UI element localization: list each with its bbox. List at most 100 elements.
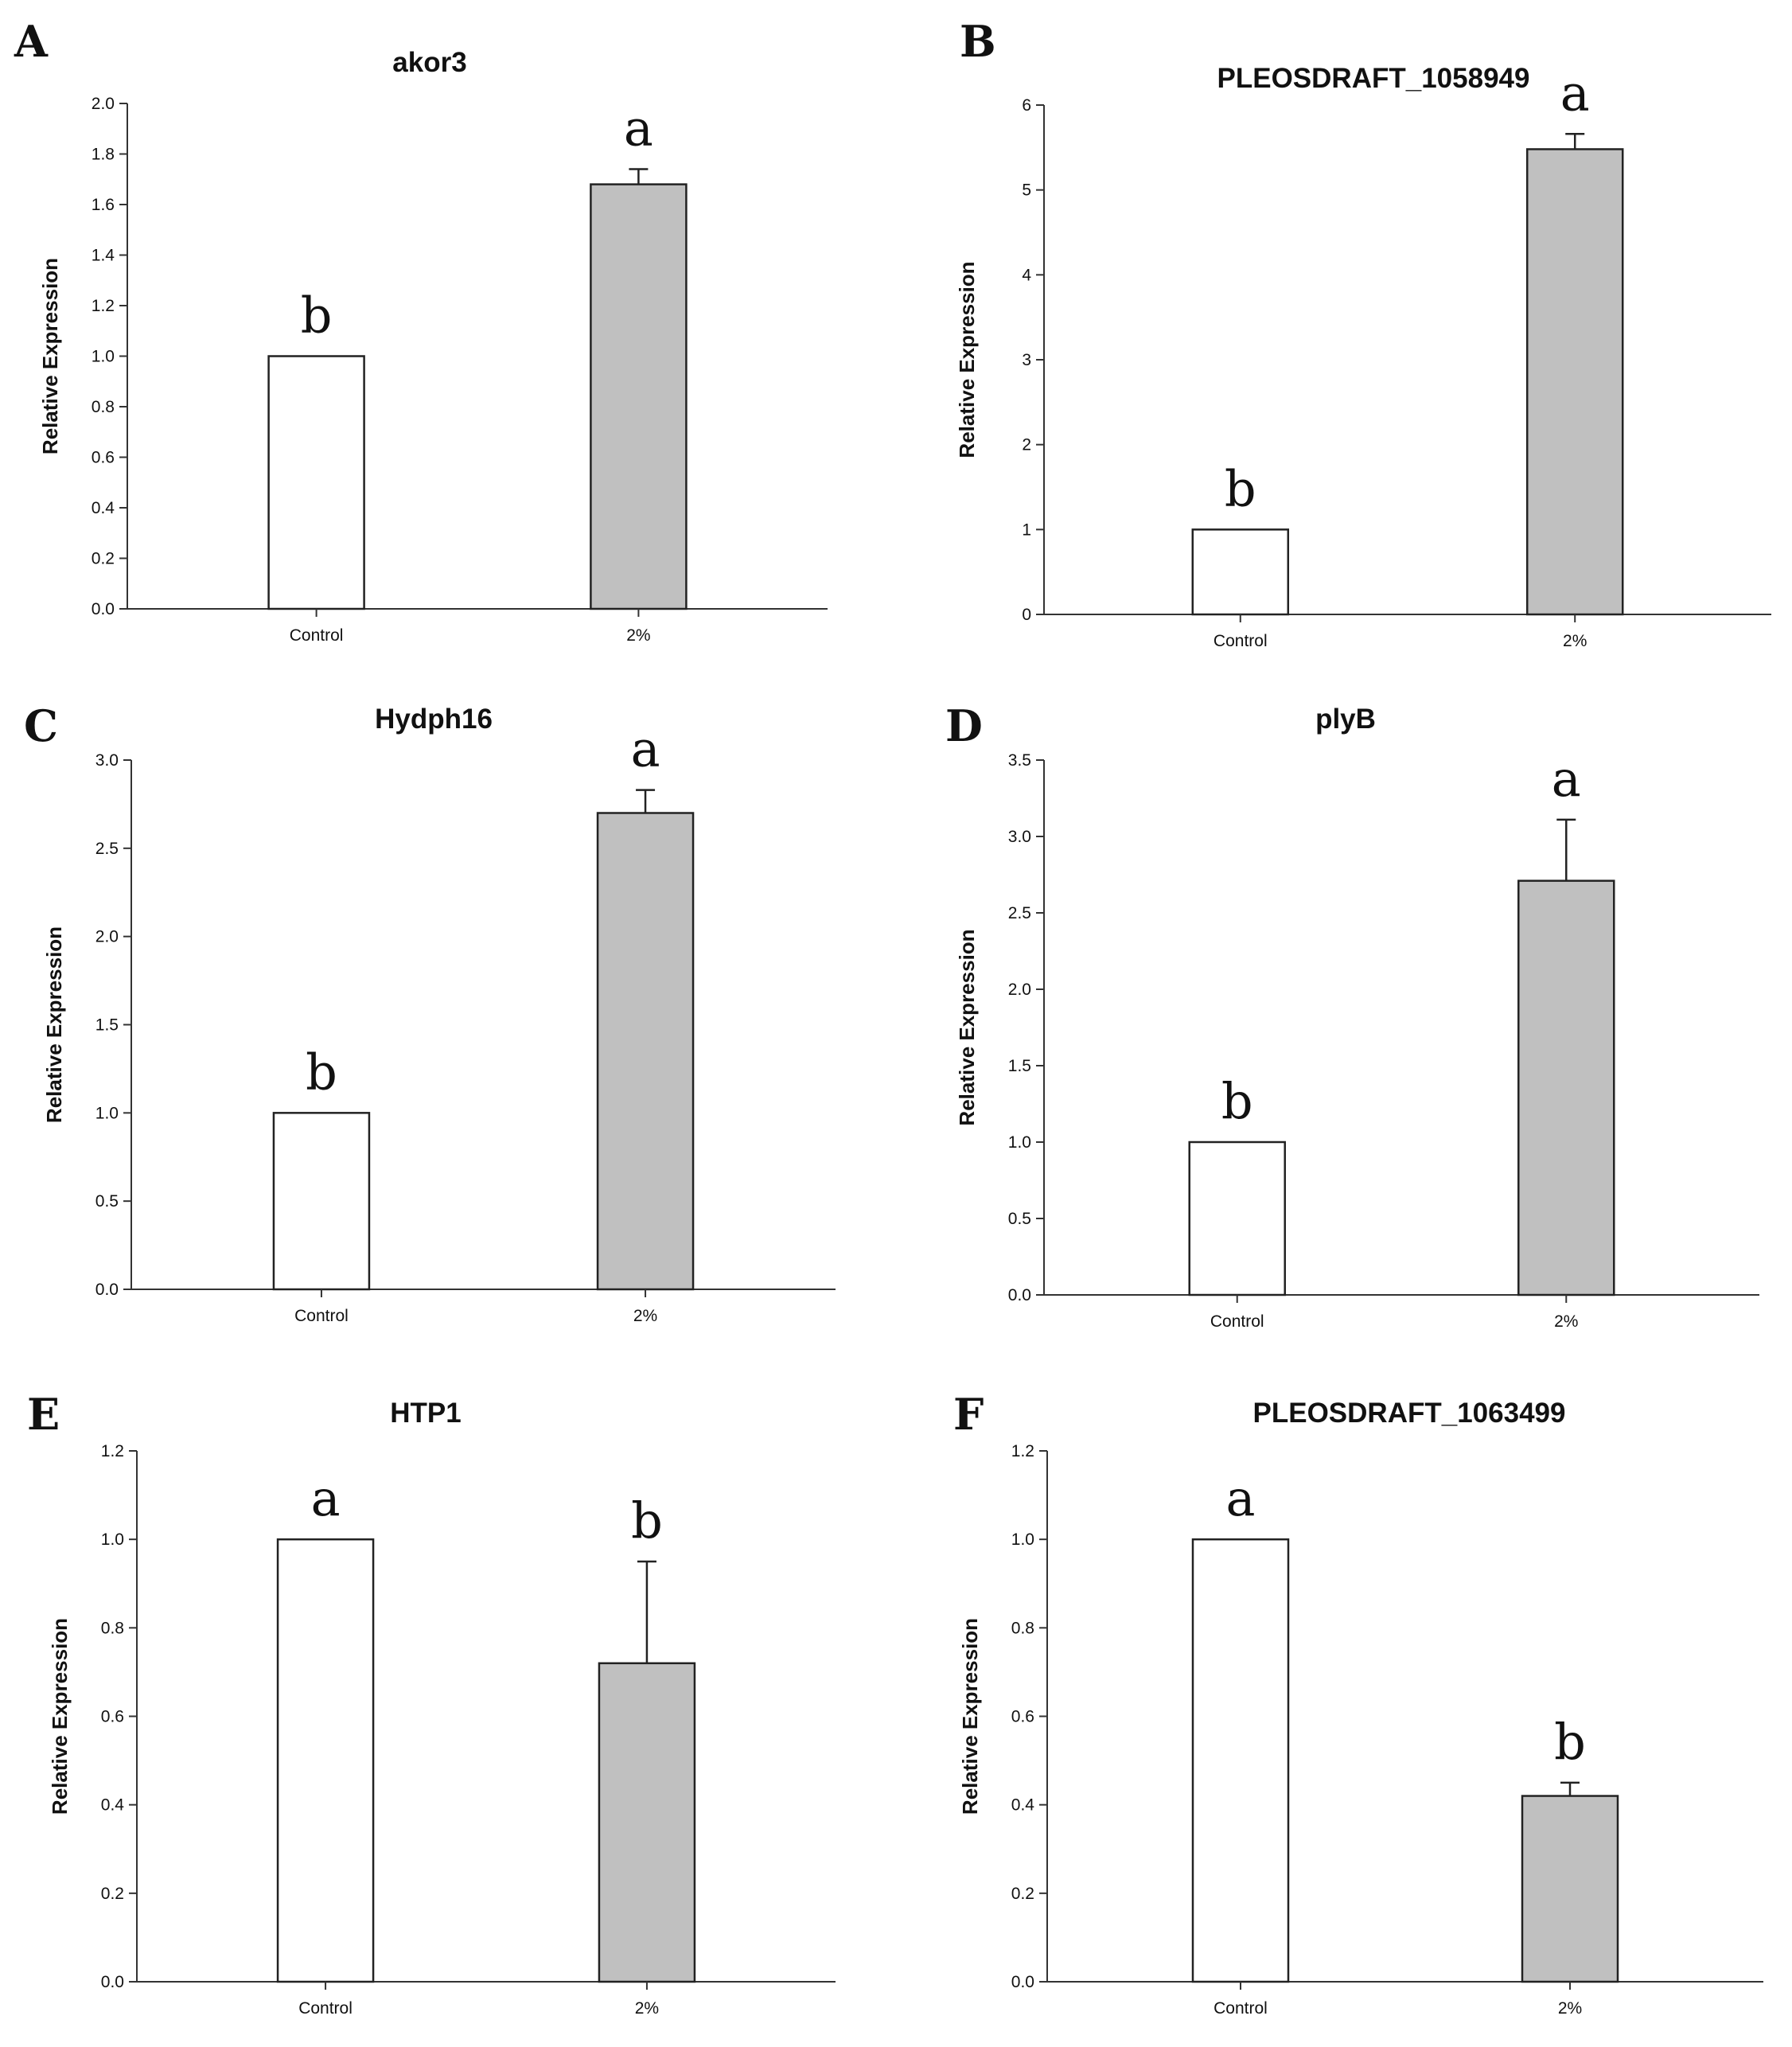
significance-letter: b — [301, 287, 333, 345]
significance-letter: a — [1560, 64, 1590, 122]
y-tick-label: 1.0 — [101, 1530, 124, 1549]
y-tick-label: 5 — [1022, 181, 1031, 200]
y-tick-label: 3.0 — [1008, 828, 1031, 846]
y-tick-label: 1.0 — [1011, 1530, 1034, 1549]
significance-letter: b — [631, 1491, 663, 1550]
y-tick-label: 0.5 — [1008, 1210, 1031, 1228]
y-tick-label: 0.0 — [95, 1281, 119, 1299]
y-tick-label: 0.8 — [101, 1619, 124, 1637]
chart-title: Hydph16 — [375, 704, 493, 735]
y-tick-label: 0.0 — [1011, 1973, 1034, 1991]
y-axis-label: Relative Expression — [48, 1618, 72, 1815]
chart-title: PLEOSDRAFT_1058949 — [1217, 63, 1530, 94]
x-tick-label: Control — [290, 626, 344, 645]
y-tick-label: 1.0 — [92, 348, 115, 366]
y-tick-label: 0.2 — [92, 550, 115, 568]
y-tick-label: 0.6 — [92, 449, 115, 467]
bar-treatment — [1521, 1795, 1619, 1983]
y-tick-label: 3.5 — [1008, 751, 1031, 770]
y-tick-label: 2.5 — [1008, 904, 1031, 922]
panel-b: B PLEOSDRAFT_1058949 Relative Expression 0… — [896, 16, 1792, 669]
panel-letter: E — [27, 1389, 60, 1440]
y-tick-label: 1.6 — [92, 196, 115, 214]
bar-chart-d: plyB Relative Expression 0.0 0.5 1.0 1.5 2.0 2.… — [955, 704, 1759, 1331]
x-tick-label: 2% — [626, 626, 650, 645]
bar-treatment — [598, 1662, 696, 1983]
bar-treatment — [590, 183, 688, 610]
panel-a: A akor3 Relative Expression 0.0 0.2 0.4 0.6 0.… — [0, 16, 896, 669]
y-tick-label: 0.4 — [101, 1796, 125, 1815]
significance-letter: a — [1552, 750, 1581, 808]
y-tick-label: 0.4 — [1011, 1796, 1035, 1815]
bar-chart-b: PLEOSDRAFT_1058949 Relative Expression 0 1 2… — [955, 63, 1771, 650]
significance-letter: a — [311, 1469, 341, 1527]
bar-control — [267, 355, 365, 610]
y-tick-label: 0.2 — [101, 1885, 124, 1903]
bar-treatment — [596, 812, 695, 1291]
y-tick-label: 2 — [1022, 436, 1031, 454]
y-tick-label: 1.8 — [92, 146, 115, 164]
y-axis-label: Relative Expression — [958, 1618, 982, 1815]
y-tick-label: 6 — [1022, 96, 1031, 115]
significance-letter: a — [624, 99, 653, 158]
y-axis-label: Relative Expression — [955, 261, 979, 458]
panel-f: F PLEOSDRAFT_1063499 Relative Expression 0… — [896, 1389, 1792, 2041]
bar-control — [272, 1112, 371, 1291]
bar-control — [1191, 1538, 1290, 1983]
y-tick-label: 1.0 — [1008, 1133, 1031, 1152]
y-axis-label: Relative Expression — [38, 258, 62, 454]
x-tick-label: Control — [1213, 1999, 1268, 2018]
y-tick-label: 3.0 — [95, 751, 119, 770]
bar-control — [276, 1538, 375, 1983]
chart-title: akor3 — [392, 47, 466, 78]
panel-e: E HTP1 Relative Expression 0.0 0.2 0.4 0.6 0.8… — [0, 1389, 896, 2041]
bar-treatment — [1525, 148, 1624, 616]
bar-chart-e: HTP1 Relative Expression 0.0 0.2 0.4 0.6 0.8 1.… — [48, 1398, 836, 2018]
y-tick-label: 0.0 — [101, 1973, 124, 1991]
significance-letter: a — [631, 720, 660, 778]
panel-letter: C — [24, 700, 58, 751]
y-tick-label: 0 — [1022, 606, 1031, 624]
y-tick-label: 1.5 — [1008, 1057, 1031, 1075]
bar-chart-f: PLEOSDRAFT_1063499 Relative Expression 0.0… — [958, 1398, 1763, 2018]
bar-treatment — [1517, 879, 1615, 1296]
y-tick-label: 1 — [1022, 521, 1031, 539]
y-tick-label: 3 — [1022, 351, 1031, 369]
y-tick-label: 0.8 — [1011, 1619, 1034, 1637]
bar-control — [1188, 1140, 1286, 1296]
y-tick-label: 0.6 — [101, 1708, 124, 1726]
panel-letter: B — [960, 16, 996, 67]
y-tick-label: 1.2 — [92, 297, 115, 315]
x-tick-label: 2% — [1558, 1999, 1582, 2018]
y-tick-label: 2.0 — [1008, 981, 1031, 999]
panel-d: D plyB Relative Expression 0.0 0.5 1.0 1.5 2.0… — [896, 700, 1792, 1353]
y-tick-label: 1.0 — [95, 1104, 119, 1122]
y-tick-label: 0.5 — [95, 1192, 119, 1211]
x-tick-label: Control — [1213, 632, 1268, 650]
y-tick-label: 1.2 — [1011, 1442, 1034, 1460]
panel-letter: F — [953, 1389, 984, 1440]
chart-title: plyB — [1315, 704, 1376, 735]
y-axis-label: Relative Expression — [955, 929, 979, 1125]
y-tick-label: 0.0 — [1008, 1286, 1031, 1304]
y-tick-label: 1.5 — [95, 1016, 119, 1035]
y-tick-label: 1.4 — [92, 247, 115, 265]
y-tick-label: 0.0 — [92, 600, 115, 618]
x-tick-label: Control — [1210, 1312, 1264, 1331]
y-tick-label: 4 — [1022, 266, 1031, 284]
bar-chart-c: Hydph16 Relative Expression 0.0 0.5 1.0 1.5 2.… — [42, 704, 836, 1325]
x-tick-label: 2% — [633, 1307, 657, 1325]
chart-title: HTP1 — [390, 1398, 461, 1429]
y-tick-label: 0.2 — [1011, 1885, 1034, 1903]
significance-letter: b — [1221, 1072, 1253, 1130]
significance-letter: b — [1225, 459, 1256, 517]
y-tick-label: 2.0 — [95, 928, 119, 946]
significance-letter: b — [306, 1043, 337, 1101]
y-tick-label: 0.8 — [92, 398, 115, 416]
panel-letter: A — [14, 16, 48, 67]
significance-letter: b — [1554, 1713, 1586, 1771]
panel-c: C Hydph16 Relative Expression 0.0 0.5 1.0 1.5… — [0, 700, 896, 1353]
y-tick-label: 2.5 — [95, 840, 119, 858]
x-tick-label: 2% — [1563, 632, 1587, 650]
